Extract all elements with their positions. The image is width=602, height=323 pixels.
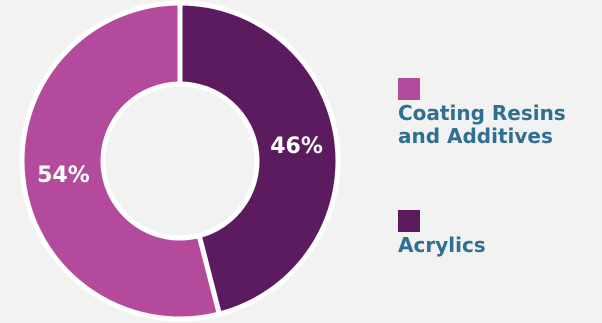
data-label-acrylics: 46% — [270, 134, 323, 159]
legend-label-acrylics: Acrylics — [398, 233, 486, 257]
donut-labels: 46% 54% — [37, 134, 323, 188]
legend-swatch-acrylics — [398, 210, 420, 232]
data-label-coating-resins: 54% — [37, 163, 90, 188]
donut-slice-acrylics — [177, 0, 341, 318]
legend-label-coating-resins: Coating Resins and Additives — [398, 101, 566, 148]
donut-chart: 46% 54% — [19, 0, 341, 322]
legend-item-acrylics: Acrylics — [398, 210, 486, 257]
donut-slice-coating-resins — [19, 0, 223, 322]
legend-item-coating-resins: Coating Resins and Additives — [398, 78, 566, 148]
donut-slices — [19, 0, 341, 322]
legend-swatch-coating-resins — [398, 78, 420, 100]
